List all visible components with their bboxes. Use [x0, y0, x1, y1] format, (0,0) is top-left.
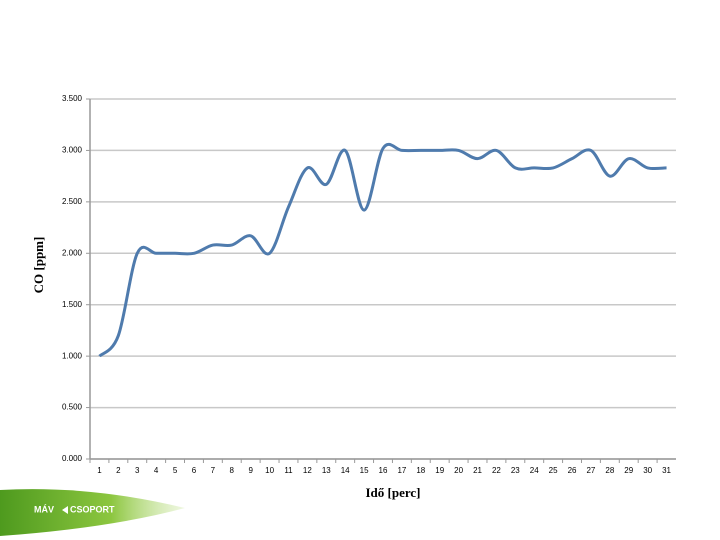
x-tick-label: 14: [341, 466, 350, 475]
x-tick-label: 22: [492, 466, 501, 475]
x-tick-label: 17: [397, 466, 406, 475]
y-tick-label: 0.500: [62, 403, 83, 412]
x-tick-label: 16: [379, 466, 388, 475]
x-tick-label: 15: [360, 466, 369, 475]
x-tick-label: 19: [435, 466, 444, 475]
x-tick-label: 5: [173, 466, 178, 475]
x-tick-label: 2: [116, 466, 121, 475]
x-tick-label: 18: [416, 466, 425, 475]
y-tick-label: 1.500: [62, 300, 83, 309]
x-tick-label: 25: [549, 466, 558, 475]
x-tick-label: 20: [454, 466, 463, 475]
y-tick-label: 1.000: [62, 351, 83, 360]
y-tick-label: 2.000: [62, 248, 83, 257]
y-tick-label: 3.000: [62, 146, 83, 155]
data-line: [98, 142, 667, 358]
x-tick-label: 8: [230, 466, 235, 475]
x-tick-label: 1: [97, 466, 102, 475]
y-tick-label: 0.000: [62, 454, 83, 463]
x-tick-label: 4: [154, 466, 159, 475]
y-axis-title: CO [ppm]: [31, 237, 46, 294]
logo-icon: [62, 506, 68, 514]
y-tick-label: 3.500: [62, 94, 83, 103]
x-tick-label: 23: [511, 466, 520, 475]
x-tick-label: 27: [586, 466, 595, 475]
x-tick-label: 24: [530, 466, 539, 475]
x-tick-label: 30: [643, 466, 652, 475]
x-tick-label: 26: [568, 466, 577, 475]
x-tick-label: 29: [624, 466, 633, 475]
x-tick-label: 12: [303, 466, 312, 475]
logo-text: MÁV: [34, 504, 54, 514]
y-tick-label: 2.500: [62, 197, 83, 206]
x-axis-title: Idő [perc]: [365, 485, 420, 500]
x-tick-label: 31: [662, 466, 671, 475]
logo-text: CSOPORT: [70, 504, 115, 514]
x-tick-label: 7: [211, 466, 216, 475]
x-tick-label: 10: [265, 466, 274, 475]
logo-swoosh: [0, 489, 185, 536]
x-tick-label: 28: [605, 466, 614, 475]
x-tick-label: 3: [135, 466, 140, 475]
x-tick-label: 21: [473, 466, 482, 475]
x-tick-label: 9: [248, 466, 253, 475]
x-tick-label: 6: [192, 466, 197, 475]
x-tick-label: 13: [322, 466, 331, 475]
x-tick-label: 11: [284, 466, 293, 475]
